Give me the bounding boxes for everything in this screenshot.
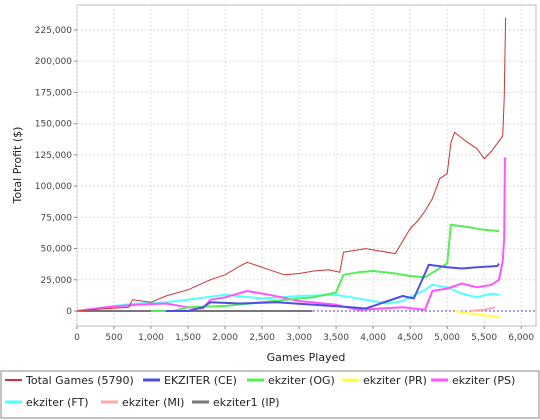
legend-label-6: ekziter (MI): [122, 396, 184, 409]
legend-label-2: ekziter (OG): [268, 374, 335, 387]
x-tick-label: 3,500: [323, 333, 349, 343]
x-tick-label: 2,500: [249, 333, 275, 343]
series-line-3: [454, 310, 500, 319]
legend: Total Games (5790) EKZITER (CE) ekziter (O…: [5, 374, 515, 409]
legend-label-5: ekziter (FT): [26, 396, 89, 409]
x-tick-label: 1,000: [138, 333, 164, 343]
y-axis: 0 25,000 50,000 75,000 100,000 125,000 150,000…: [35, 26, 77, 317]
x-tick-label: 4,500: [397, 333, 423, 343]
y-tick-label: 50,000: [41, 245, 73, 255]
x-tick-label: 2,000: [212, 333, 238, 343]
series-line-1: [165, 262, 500, 312]
plot-area: [76, 4, 537, 327]
y-tick-label: 75,000: [41, 213, 73, 223]
legend-label-4: ekziter (PS): [452, 374, 515, 387]
x-tick-label: 5,500: [471, 333, 497, 343]
x-axis: 0 500 1,000 1,500 2,000 2,500 3,000 3,500 4,000 4…: [74, 326, 534, 343]
x-tick-label: 3,000: [286, 333, 312, 343]
legend-label-0: Total Games (5790): [25, 374, 134, 387]
x-tick-label: 500: [105, 333, 122, 343]
y-tick-label: 175,000: [35, 88, 72, 98]
x-tick-label: 1,500: [175, 333, 201, 343]
x-tick-label: 4,000: [360, 333, 386, 343]
legend-label-3: ekziter (PR): [363, 374, 427, 387]
y-tick-label: 0: [66, 307, 72, 317]
x-axis-label: Games Played: [267, 351, 346, 364]
series-line-0: [76, 17, 507, 312]
y-tick-label: 25,000: [41, 276, 73, 286]
legend-label-7: ekziter1 (IP): [213, 396, 280, 409]
x-tick-label: 6,000: [508, 333, 534, 343]
x-tick-label: 0: [74, 333, 80, 343]
series-line-5: [76, 283, 500, 312]
y-tick-label: 150,000: [35, 120, 72, 130]
y-tick-label: 200,000: [35, 57, 72, 67]
y-tick-label: 225,000: [35, 26, 72, 36]
x-tick-label: 5,000: [434, 333, 460, 343]
y-tick-label: 125,000: [35, 151, 72, 161]
legend-box: [0, 370, 540, 419]
series-line-6: [469, 306, 496, 312]
series-line-2: [151, 223, 500, 312]
legend-label-1: EKZITER (CE): [164, 374, 237, 387]
grid: [76, 5, 536, 326]
y-tick-label: 100,000: [35, 182, 72, 192]
y-axis-label: Total Profit ($): [11, 127, 24, 205]
series-layer: [76, 17, 507, 319]
